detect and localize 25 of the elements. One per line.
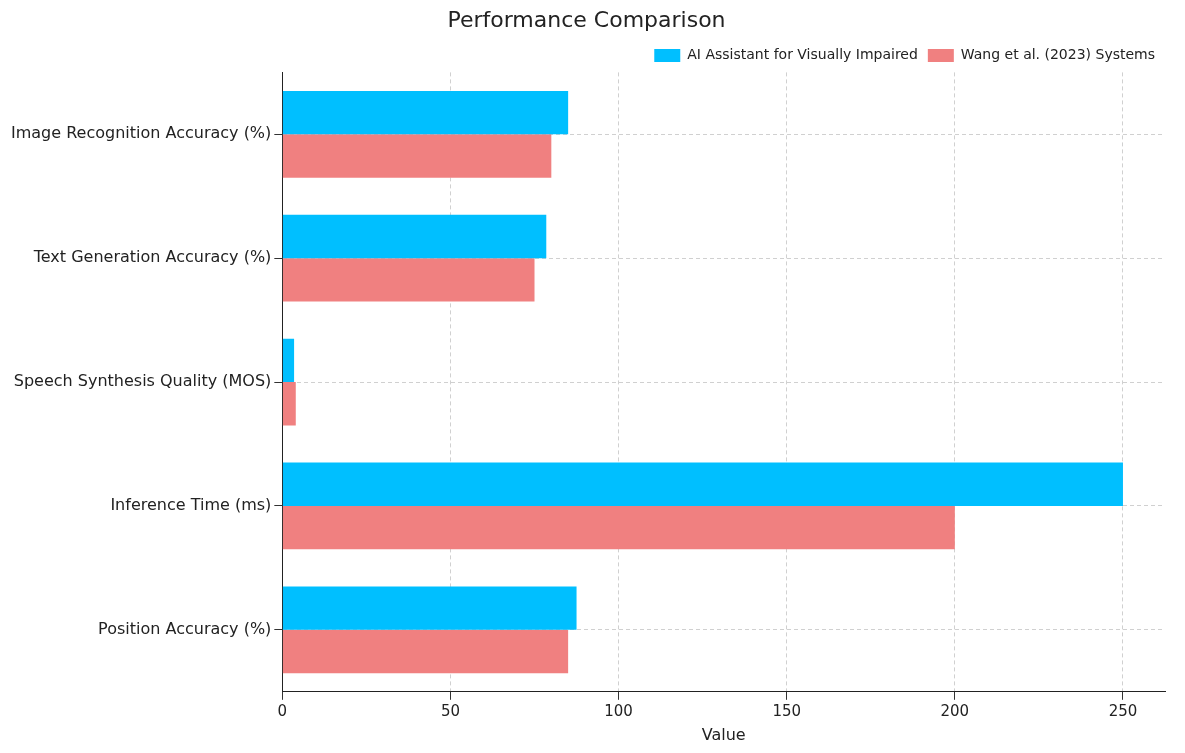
y-tick-label: Inference Time (ms) — [110, 495, 272, 515]
x-tick-label: 50 — [440, 701, 460, 720]
x-tick-label: 0 — [277, 701, 288, 720]
x-tick-label: 200 — [940, 701, 970, 720]
y-tick-label: Image Recognition Accuracy (%) — [10, 123, 272, 143]
chart-title: Performance Comparison — [447, 6, 726, 32]
bar — [282, 90, 569, 135]
bar — [282, 382, 296, 426]
bar — [282, 134, 552, 178]
bar — [282, 258, 535, 302]
y-tick-label: Position Accuracy (%) — [98, 619, 272, 639]
bar — [282, 214, 547, 259]
x-tick-label: 100 — [604, 701, 633, 720]
y-tick-label: Text Generation Accuracy (%) — [32, 247, 272, 267]
legend-label: AI Assistant for Visually Impaired — [687, 46, 918, 63]
bar — [282, 505, 955, 550]
x-tick-label: 150 — [772, 701, 802, 720]
bar — [282, 586, 577, 630]
bar — [282, 629, 569, 674]
bar — [282, 338, 295, 383]
bar — [282, 462, 1123, 506]
y-tick-label: Speech Synthesis Quality (MOS) — [13, 371, 272, 391]
x-tick-label: 250 — [1108, 701, 1138, 720]
legend-label: Wang et al. (2023) Systems — [960, 46, 1156, 63]
x-axis-title: Value — [701, 724, 746, 744]
